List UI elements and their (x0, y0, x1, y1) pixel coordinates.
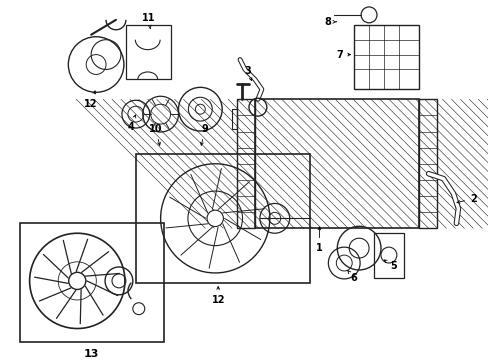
Text: 2: 2 (457, 194, 477, 203)
Text: 12: 12 (212, 287, 225, 305)
Text: 7: 7 (336, 50, 350, 60)
Text: 11: 11 (142, 13, 155, 28)
Bar (232, 109, 237, 129)
Circle shape (207, 210, 223, 226)
Bar (354, 25, 418, 89)
Circle shape (69, 272, 86, 289)
Text: 5: 5 (384, 260, 397, 271)
Bar (20, 223, 164, 342)
Text: 4: 4 (127, 115, 136, 132)
Bar (136, 154, 310, 283)
Text: 3: 3 (245, 67, 252, 81)
Bar (237, 99, 255, 228)
Text: 12: 12 (84, 91, 98, 109)
Bar (126, 25, 171, 80)
Text: 1: 1 (316, 227, 323, 253)
Bar (374, 233, 404, 278)
Text: 9: 9 (200, 124, 209, 145)
Bar (255, 99, 418, 228)
Bar (418, 99, 437, 228)
Text: 10: 10 (149, 124, 162, 145)
Text: 13: 13 (84, 349, 99, 359)
Text: 8: 8 (324, 17, 336, 27)
Text: 6: 6 (348, 271, 358, 283)
